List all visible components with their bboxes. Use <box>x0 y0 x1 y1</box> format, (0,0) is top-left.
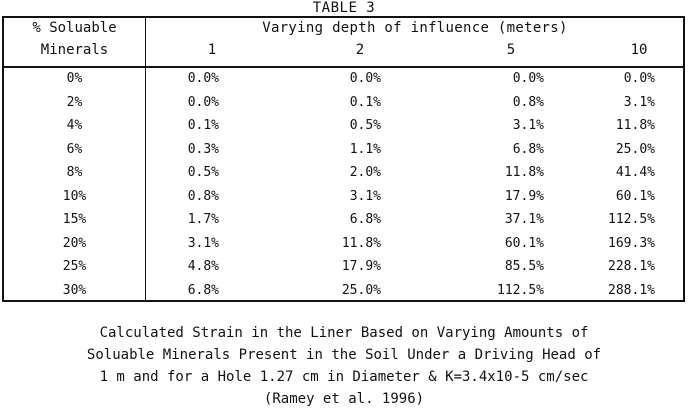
mineral-percent-cell: 30% <box>62 282 87 298</box>
strain-value-cell: 0.8% <box>187 188 219 204</box>
mineral-column-header-line2: Minerals <box>40 42 109 58</box>
strain-value-cell: 112.5% <box>608 212 655 227</box>
strain-value-cell: 169.3% <box>608 235 655 251</box>
strain-value-cell: 85.5% <box>504 259 544 274</box>
strain-value-cell: 3.1% <box>623 94 655 110</box>
strain-value-cell: 60.1% <box>615 188 655 204</box>
table-row: 8% 0.5% 2.0% 11.8% 41.4% <box>4 162 683 186</box>
table-row: 15% 1.7% 6.8% 37.1% 112.5% <box>4 209 683 233</box>
caption-line: (Ramey et al. 1996) <box>263 391 425 407</box>
table-row: 25% 4.8% 17.9% 85.5% 228.1% <box>4 256 683 280</box>
mineral-column-header-line1: % Soluable <box>32 20 117 36</box>
mineral-percent-cell: 15% <box>62 212 87 227</box>
strain-value-cell: 228.1% <box>608 259 655 274</box>
strain-value-cell: 6.8% <box>512 141 544 157</box>
strain-value-cell: 0.0% <box>623 71 655 86</box>
strain-value-cell: 6.8% <box>349 212 381 227</box>
strain-value-cell: 41.4% <box>615 165 655 180</box>
mineral-percent-cell: 8% <box>66 165 83 180</box>
mineral-percent-cell: 25% <box>62 259 87 274</box>
strain-value-cell: 1.1% <box>349 141 381 157</box>
mineral-percent-cell: 6% <box>66 141 83 157</box>
strain-value-cell: 4.8% <box>187 259 219 274</box>
strain-value-cell: 0.0% <box>187 71 219 86</box>
mineral-percent-cell: 20% <box>62 235 87 251</box>
strain-value-cell: 11.8% <box>615 118 655 133</box>
table-caption: Calculated Strain in the Liner Based on … <box>0 322 688 410</box>
strain-value-cell: 3.1% <box>187 235 219 251</box>
strain-value-cell: 112.5% <box>497 282 544 298</box>
caption-line: 1 m and for a Hole 1.27 cm in Diameter &… <box>99 369 589 385</box>
table-row: 10% 0.8% 3.1% 17.9% 60.1% <box>4 186 683 210</box>
strain-value-cell: 0.0% <box>512 71 544 86</box>
strain-value-cell: 1.7% <box>187 212 219 227</box>
depth-header-5: 5 <box>506 42 516 58</box>
strain-value-cell: 0.0% <box>349 71 381 86</box>
table-row: 20% 3.1% 11.8% 60.1% 169.3% <box>4 233 683 257</box>
strain-value-cell: 0.1% <box>349 94 381 110</box>
table-row: 6% 0.3% 1.1% 6.8% 25.0% <box>4 139 683 163</box>
strain-value-cell: 0.1% <box>187 118 219 133</box>
strain-value-cell: 2.0% <box>349 165 381 180</box>
strain-value-cell: 0.5% <box>349 118 381 133</box>
depth-header-10: 10 <box>630 42 648 58</box>
table-row: 0% 0.0% 0.0% 0.0% 0.0% <box>4 68 683 92</box>
table-row: 4% 0.1% 0.5% 3.1% 11.8% <box>4 115 683 139</box>
table-body: 0% 0.0% 0.0% 0.0% 0.0% 2% 0.0% 0.1% 0.8% 3.1% 4% 0.… <box>4 68 683 303</box>
strain-value-cell: 17.9% <box>341 259 381 274</box>
data-table: % Soluable Minerals Varying depth of inf… <box>2 16 685 302</box>
strain-value-cell: 25.0% <box>615 141 655 157</box>
strain-value-cell: 0.5% <box>187 165 219 180</box>
table-title: TABLE 3 <box>312 0 376 16</box>
mineral-percent-cell: 0% <box>66 71 83 86</box>
mineral-percent-cell: 2% <box>66 94 83 110</box>
strain-value-cell: 6.8% <box>187 282 219 298</box>
caption-line: Soluable Minerals Present in the Soil Un… <box>86 347 602 363</box>
strain-value-cell: 37.1% <box>504 212 544 227</box>
strain-value-cell: 60.1% <box>504 235 544 251</box>
strain-value-cell: 0.0% <box>187 94 219 110</box>
strain-value-cell: 25.0% <box>341 282 381 298</box>
strain-value-cell: 11.8% <box>504 165 544 180</box>
depth-header-1: 1 <box>207 42 217 58</box>
strain-value-cell: 0.3% <box>187 141 219 157</box>
column-divider <box>145 18 146 300</box>
mineral-percent-cell: 4% <box>66 118 83 133</box>
caption-line: Calculated Strain in the Liner Based on … <box>99 325 589 341</box>
strain-value-cell: 11.8% <box>341 235 381 251</box>
table-row: 30% 6.8% 25.0% 112.5% 288.1% <box>4 280 683 304</box>
mineral-percent-cell: 10% <box>62 188 87 204</box>
strain-value-cell: 288.1% <box>608 282 655 298</box>
depth-header-2: 2 <box>355 42 365 58</box>
header-divider <box>4 66 683 68</box>
strain-value-cell: 3.1% <box>349 188 381 204</box>
table-row: 2% 0.0% 0.1% 0.8% 3.1% <box>4 92 683 116</box>
depth-span-header: Varying depth of influence (meters) <box>262 20 568 36</box>
strain-value-cell: 0.8% <box>512 94 544 110</box>
strain-value-cell: 17.9% <box>504 188 544 204</box>
strain-value-cell: 3.1% <box>512 118 544 133</box>
